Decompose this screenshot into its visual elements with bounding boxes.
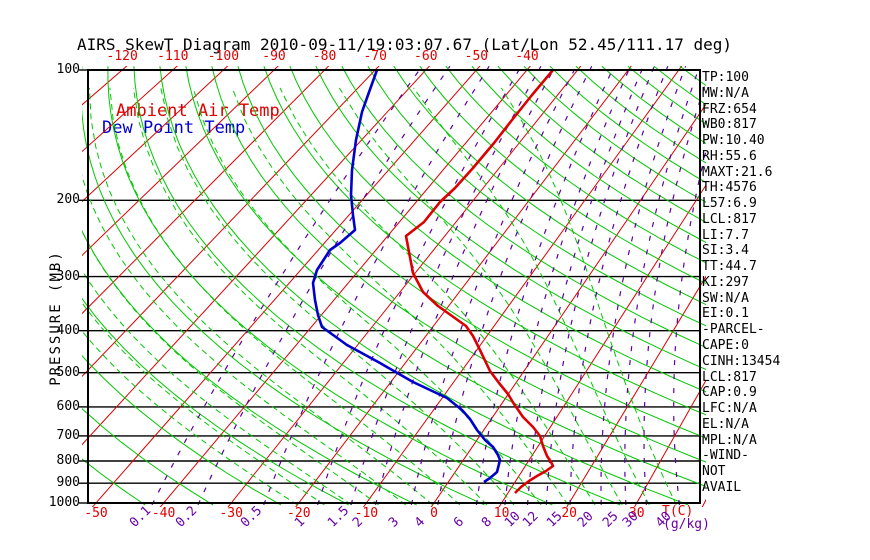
stats-line: LI:7.7 xyxy=(702,227,749,243)
stats-panel: TP:100 MW:N/A FRZ:654 WB0:817 PW:10.40 RH:55.… xyxy=(702,70,870,496)
bottom-axis-tick-label: 0 xyxy=(430,506,438,521)
bottom-axis-tick-label: 10 xyxy=(493,506,510,521)
stats-line: CAP:0.9 xyxy=(702,385,757,401)
pressure-tick-label: 200 xyxy=(56,192,80,208)
curve-ambient-air-temp xyxy=(404,69,555,494)
pressure-tick-label: 500 xyxy=(56,364,80,380)
stats-line: MAXT:21.6 xyxy=(702,164,773,180)
stats-line: EI:0.1 xyxy=(702,306,749,322)
stats-line: SI:3.4 xyxy=(702,243,749,259)
bottom-axis-tick-label: 30 xyxy=(628,506,645,521)
stats-line: NOT xyxy=(702,464,726,480)
pressure-tick-label: 700 xyxy=(56,427,80,443)
pressure-tick-label: 1000 xyxy=(48,495,80,510)
pressure-tick-label: 900 xyxy=(56,475,80,491)
bottom-axis-tick-label: -10 xyxy=(354,506,379,521)
stats-line: TT:44.7 xyxy=(702,259,757,275)
stats-line: LCL:817 xyxy=(702,211,757,227)
top-axis-tick-label: -100 xyxy=(207,49,240,64)
stats-line: TP:100 xyxy=(702,70,749,85)
stats-line: LCL:817 xyxy=(702,369,757,385)
stats-line: KI:297 xyxy=(702,274,749,290)
stats-line: LFC:N/A xyxy=(702,401,757,417)
page-title: AIRS SkewT Diagram 2010-09-11/19:03:07.6… xyxy=(77,35,733,54)
pressure-tick-label: 600 xyxy=(56,398,80,414)
stats-line: TH:4576 xyxy=(702,180,757,196)
stats-line: L57:6.9 xyxy=(702,196,757,212)
stats-line: -WIND- xyxy=(702,448,749,464)
top-axis-tick-label: -60 xyxy=(414,49,438,64)
plot-border xyxy=(87,69,701,504)
top-axis-tick-label: -50 xyxy=(464,49,489,64)
stats-line: RH:55.6 xyxy=(702,148,757,164)
temperature-axis-unit: T(C) xyxy=(662,504,694,519)
bottom-axis-tick-label: -40 xyxy=(151,506,176,521)
pressure-tick-label: 800 xyxy=(56,453,80,469)
pressure-tick-label: 300 xyxy=(56,268,80,284)
stats-line: PW:10.40 xyxy=(702,133,765,149)
bottom-axis-tick-label: -20 xyxy=(287,506,311,521)
stats-line: FRZ:654 xyxy=(702,101,757,117)
mixing-ratio-axis-unit: (g/kg) xyxy=(663,517,710,532)
skewt-grid xyxy=(82,66,706,507)
stats-line: WB0:817 xyxy=(702,117,757,133)
top-axis-tick-label: -80 xyxy=(312,49,337,64)
top-axis-tick-label: -90 xyxy=(262,49,286,64)
top-axis-tick-label: -70 xyxy=(363,49,387,64)
bottom-axis-tick-label: -50 xyxy=(84,506,108,521)
top-axis-tick-label: -40 xyxy=(515,49,539,64)
pressure-tick-label: 400 xyxy=(56,322,80,338)
stats-line: EL:N/A xyxy=(702,416,749,432)
stats-line: AVAIL xyxy=(702,479,742,495)
curve-dew-point-temp xyxy=(311,69,502,484)
pressure-tick-label: 100 xyxy=(56,62,80,77)
top-axis-tick-label: -110 xyxy=(157,49,189,64)
bottom-axis-tick-label: 20 xyxy=(561,506,578,521)
top-axis-tick-label: -120 xyxy=(106,49,138,64)
bottom-axis-tick-label: -30 xyxy=(219,506,243,521)
skewt-curves xyxy=(311,69,555,494)
stats-line: -PARCEL- xyxy=(702,322,765,338)
stats-line: MPL:N/A xyxy=(702,432,757,448)
stats-line: CAPE:0 xyxy=(702,338,749,354)
stats-line: CINH:13454 xyxy=(702,353,781,369)
stats-line: SW:N/A xyxy=(702,290,749,306)
stats-line: MW:N/A xyxy=(702,85,749,101)
